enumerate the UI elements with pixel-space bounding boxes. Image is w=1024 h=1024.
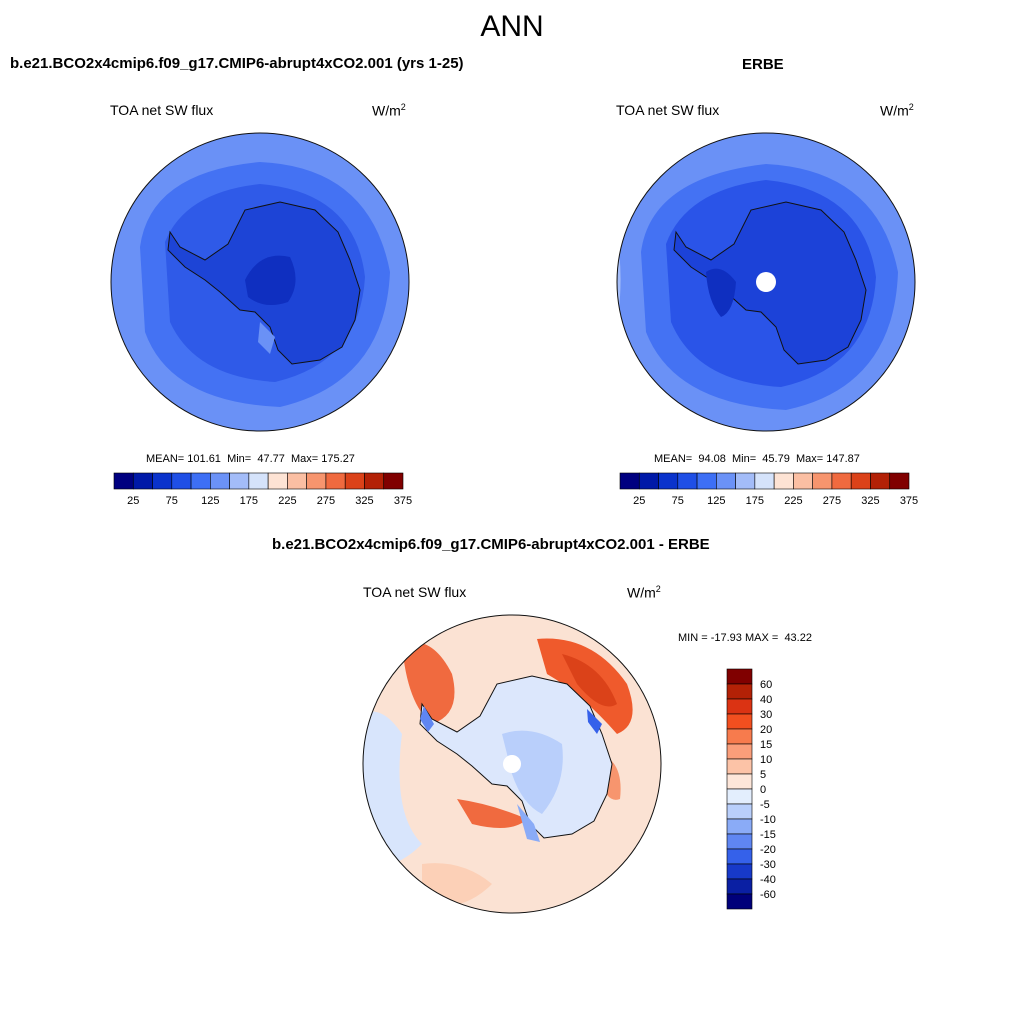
colorbar-swatch — [726, 803, 753, 820]
panel-1-map — [110, 132, 410, 432]
colorbar-swatch — [726, 668, 753, 685]
colorbar-tick-label: -60 — [760, 889, 776, 901]
colorbar-tick-label: 40 — [760, 694, 772, 706]
colorbar-swatch — [726, 728, 753, 745]
panel-2-units: W/m2 — [880, 102, 914, 119]
colorbar-tick-label: 175 — [746, 495, 764, 507]
colorbar-tick-label: 125 — [201, 495, 219, 507]
colorbar-swatch — [190, 472, 211, 490]
colorbar-swatch — [831, 472, 852, 490]
colorbar-tick-label: 225 — [278, 495, 296, 507]
colorbar-tick-label: 25 — [633, 495, 645, 507]
colorbar-tick-label: 30 — [760, 709, 772, 721]
colorbar-swatch — [870, 472, 891, 490]
colorbar-swatch — [726, 848, 753, 865]
panel-1-variable: TOA net SW flux — [110, 102, 214, 118]
colorbar-swatch — [726, 743, 753, 760]
colorbar-swatch — [726, 818, 753, 835]
colorbar-tick-label: 0 — [760, 784, 766, 796]
colorbar-swatch — [677, 472, 698, 490]
colorbar-swatch — [726, 878, 753, 895]
colorbar-swatch — [889, 472, 910, 490]
panel-3-map — [362, 614, 662, 914]
colorbar-swatch — [726, 833, 753, 850]
colorbar-swatch — [132, 472, 153, 490]
colorbar-swatch — [850, 472, 871, 490]
colorbar-swatch — [726, 698, 753, 715]
colorbar-swatch — [726, 893, 753, 910]
panel-2-map — [616, 132, 916, 432]
panel-1-units: W/m2 — [372, 102, 406, 119]
colorbar-swatch — [716, 472, 736, 490]
panel-3-variable: TOA net SW flux — [363, 584, 467, 600]
colorbar-swatch — [267, 472, 288, 490]
main-title: ANN — [480, 10, 544, 43]
panel-3-units: W/m2 — [627, 584, 661, 601]
colorbar-swatch — [726, 863, 753, 880]
colorbar-tick-label: 75 — [672, 495, 684, 507]
colorbar-tick-label: 10 — [760, 754, 772, 766]
colorbar-tick-label: 275 — [823, 495, 841, 507]
colorbar-swatch — [383, 472, 404, 490]
panel-2-title: ERBE — [742, 56, 784, 73]
colorbar-tick-label: 325 — [861, 495, 879, 507]
colorbar-swatch — [658, 472, 679, 490]
colorbar-tick-label: 15 — [760, 739, 772, 751]
colorbar-tick-label: 5 — [760, 769, 766, 781]
colorbar-tick-label: 325 — [355, 495, 373, 507]
colorbar-tick-label: -20 — [760, 844, 776, 856]
colorbar-swatch — [638, 472, 659, 490]
colorbar-tick-label: -5 — [760, 799, 770, 811]
colorbar-swatch — [726, 758, 753, 775]
colorbar-swatch — [229, 472, 250, 490]
colorbar-tick-label: 175 — [240, 495, 258, 507]
colorbar-swatch — [364, 472, 385, 490]
colorbar-tick-label: 275 — [317, 495, 335, 507]
panel-3-colorbar: 60 40 30 20 15 10 5 0 -5 -10 -15 -20 -30 -40 -60 — [726, 668, 776, 910]
colorbar-swatch — [754, 472, 775, 490]
colorbar-swatch — [325, 472, 346, 490]
panel-2-colorbar: 25 75 125 175 225 275 325 375 — [619, 472, 918, 507]
panel-2-variable: TOA net SW flux — [616, 102, 720, 118]
colorbar-swatch — [344, 472, 365, 490]
panel-2-stats: MEAN= 94.08 Min= 45.79 Max= 147.87 — [654, 453, 860, 465]
colorbar-tick-label: 125 — [707, 495, 725, 507]
colorbar-tick-label: 20 — [760, 724, 772, 736]
colorbar-swatch — [171, 472, 192, 490]
colorbar-swatch — [248, 472, 269, 490]
panel-1-title: b.e21.BCO2x4cmip6.f09_g17.CMIP6-abrupt4x… — [10, 55, 464, 72]
panel-3-title: b.e21.BCO2x4cmip6.f09_g17.CMIP6-abrupt4x… — [272, 536, 710, 553]
colorbar-tick-label: 375 — [394, 495, 412, 507]
colorbar-swatch — [113, 472, 134, 490]
colorbar-tick-label: 60 — [760, 679, 772, 691]
colorbar-tick-label: 375 — [900, 495, 918, 507]
colorbar-swatch — [812, 472, 833, 490]
colorbar-tick-label: -40 — [760, 874, 776, 886]
colorbar-swatch — [793, 472, 813, 490]
colorbar-swatch — [735, 472, 756, 490]
colorbar-swatch — [287, 472, 307, 490]
colorbar-swatch — [773, 472, 794, 490]
colorbar-swatch — [210, 472, 230, 490]
panel-1-stats: MEAN= 101.61 Min= 47.77 Max= 175.27 — [146, 453, 355, 465]
colorbar-tick-label: -30 — [760, 859, 776, 871]
colorbar-swatch — [726, 788, 753, 805]
colorbar-tick-label: -15 — [760, 829, 776, 841]
colorbar-tick-label: 75 — [166, 495, 178, 507]
colorbar-swatch — [696, 472, 717, 490]
colorbar-swatch — [152, 472, 173, 490]
colorbar-tick-label: 225 — [784, 495, 802, 507]
panel-1-colorbar: 25 75 125 175 225 275 325 375 — [113, 472, 412, 507]
colorbar-swatch — [619, 472, 640, 490]
panel-3-stats: MIN = -17.93 MAX = 43.22 — [678, 632, 812, 644]
colorbar-tick-label: -10 — [760, 814, 776, 826]
colorbar-tick-label: 25 — [127, 495, 139, 507]
colorbar-swatch — [726, 773, 753, 790]
colorbar-swatch — [726, 683, 753, 700]
colorbar-swatch — [306, 472, 327, 490]
colorbar-swatch — [726, 713, 753, 730]
